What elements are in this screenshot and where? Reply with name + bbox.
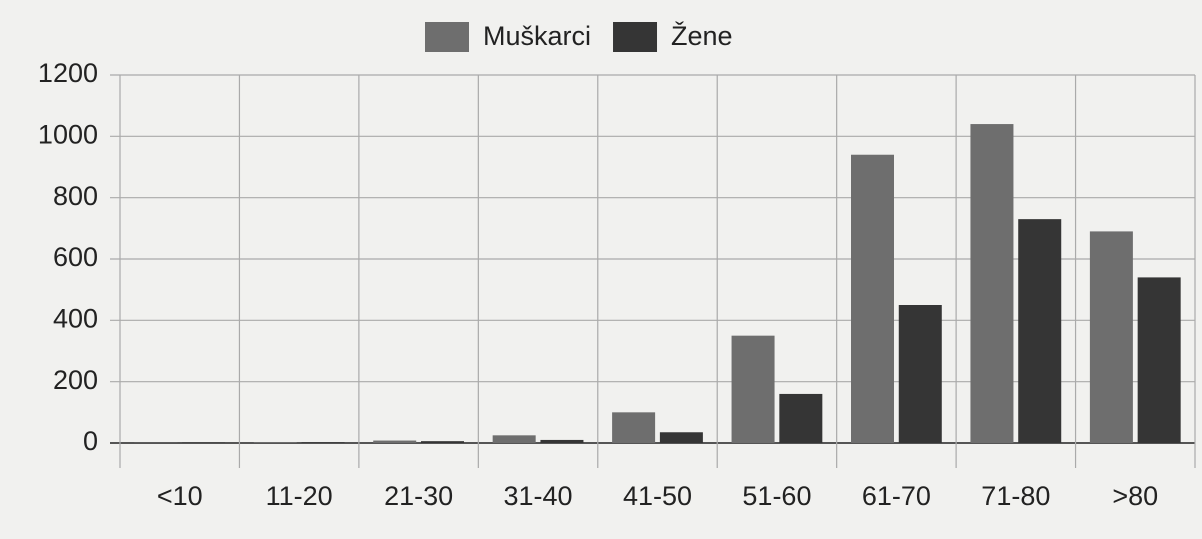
x-tick-label: 21-30 — [384, 481, 453, 511]
x-tick-label: 61-70 — [862, 481, 931, 511]
legend-label: Muškarci — [483, 21, 591, 51]
bar — [253, 442, 297, 443]
bar — [970, 124, 1014, 444]
y-tick-label: 800 — [53, 181, 98, 211]
x-tick-label: 51-60 — [742, 481, 811, 511]
bar — [373, 440, 417, 443]
y-tick-label: 200 — [53, 365, 98, 395]
bar — [779, 393, 823, 443]
bar — [1018, 219, 1062, 443]
x-tick-label: 41-50 — [623, 481, 692, 511]
x-tick-label: 11-20 — [266, 481, 333, 511]
y-tick-label: 400 — [53, 303, 98, 333]
y-tick-label: 1200 — [38, 58, 98, 88]
legend-label: Žene — [671, 20, 733, 51]
bar — [1089, 231, 1133, 443]
x-tick-label: <10 — [157, 481, 203, 511]
x-tick-label: >80 — [1112, 481, 1158, 511]
bar — [421, 441, 464, 443]
bar — [659, 432, 703, 443]
legend-swatch — [613, 22, 658, 52]
x-tick-label: 31-40 — [504, 481, 573, 511]
bar — [851, 154, 894, 443]
y-tick-label: 600 — [53, 242, 98, 272]
legend-swatch — [425, 22, 469, 52]
bar — [540, 439, 584, 443]
y-tick-label: 1000 — [38, 119, 98, 149]
bar — [731, 335, 775, 443]
y-tick-label: 0 — [83, 426, 98, 456]
bar — [898, 305, 942, 443]
bar — [1137, 277, 1181, 443]
x-tick-label: 71-80 — [981, 481, 1050, 511]
bar — [492, 435, 536, 443]
bar — [612, 412, 656, 443]
bar — [301, 442, 345, 443]
